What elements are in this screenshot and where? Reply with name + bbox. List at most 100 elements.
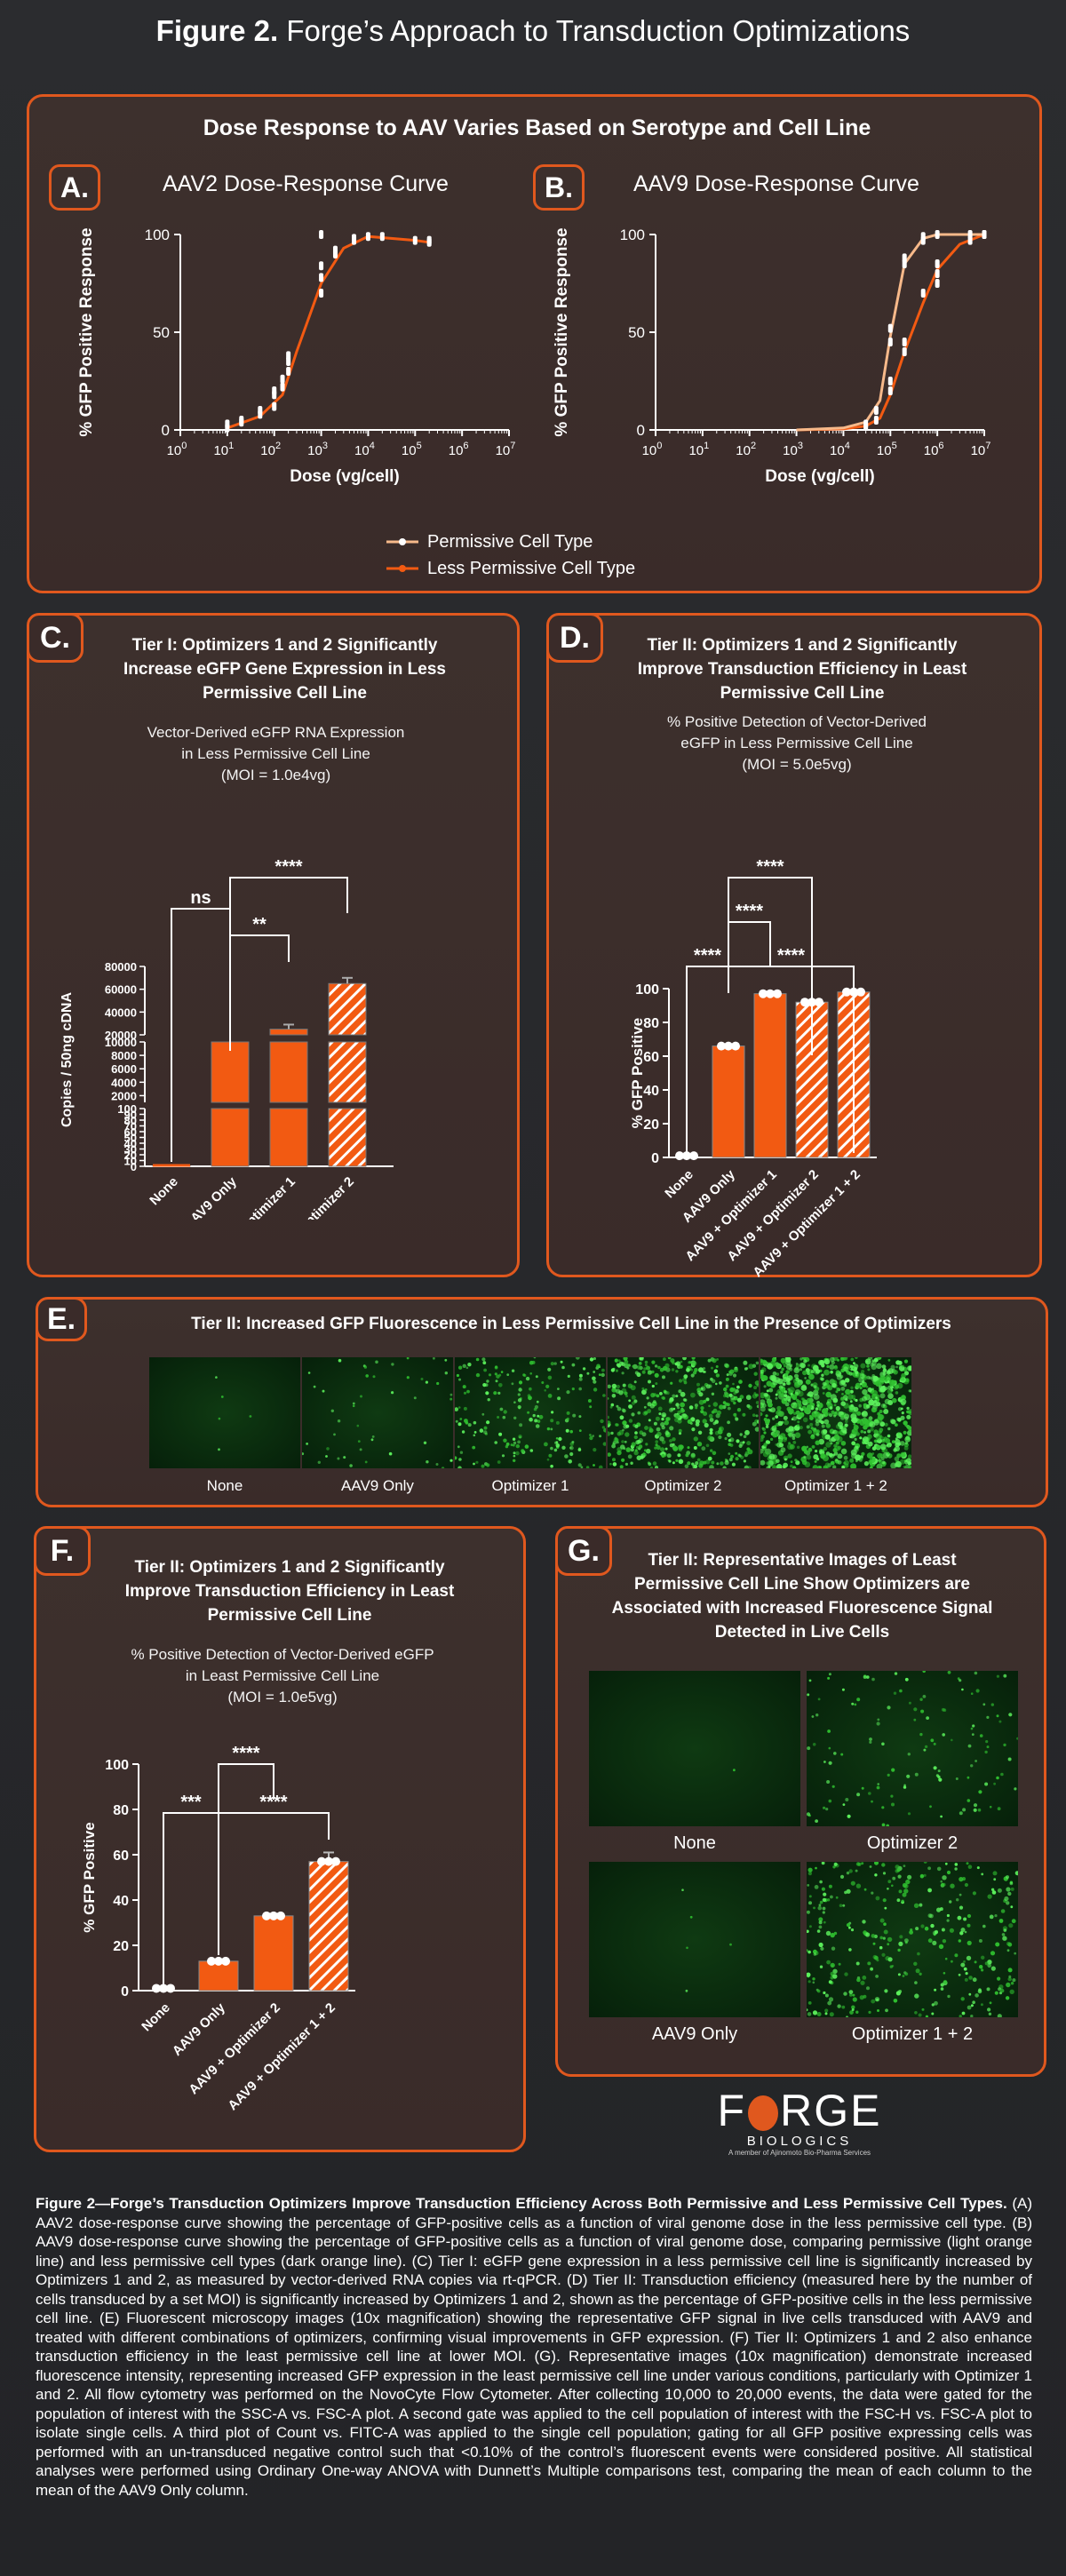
gfp-cell — [767, 1460, 774, 1467]
gfp-cell — [835, 1405, 840, 1411]
gfp-cell — [557, 1396, 561, 1401]
gfp-cell — [752, 1413, 756, 1417]
gfp-cell — [785, 1380, 791, 1386]
gfp-cell — [672, 1445, 679, 1451]
gfp-cell — [646, 1396, 649, 1400]
gfp-cell — [942, 1939, 947, 1944]
gfp-cell — [1006, 1875, 1009, 1880]
gfp-cell — [967, 1744, 972, 1748]
gfp-cell — [887, 1888, 889, 1890]
gfp-cell — [776, 1372, 780, 1376]
gfp-cell — [589, 1405, 593, 1409]
x-tick-label: 105 — [402, 441, 422, 458]
gfp-cell — [524, 1444, 529, 1449]
gfp-cell — [850, 1463, 857, 1468]
gfp-cell — [510, 1443, 513, 1447]
gfp-cell — [940, 1987, 944, 1991]
gfp-cell — [862, 1395, 868, 1402]
data-point-less-permissive — [887, 377, 893, 386]
gfp-cell — [807, 1972, 811, 1977]
gfp-cell — [871, 1677, 875, 1682]
gfp-cell — [819, 1880, 823, 1884]
gfp-cell — [866, 1403, 871, 1409]
gfp-cell — [719, 1381, 722, 1385]
gfp-cell — [967, 1864, 973, 1869]
y-tick-label: 20 — [113, 1939, 129, 1954]
y-tick-label: 80 — [124, 1114, 137, 1127]
gfp-cell — [831, 1946, 836, 1951]
gfp-cell — [612, 1458, 616, 1462]
gfp-cell — [979, 1965, 983, 1969]
x-tick-label: 103 — [783, 441, 803, 458]
data-point — [675, 1151, 684, 1161]
gfp-cell — [1011, 1919, 1016, 1924]
gfp-cell — [895, 1391, 899, 1395]
gfp-cell — [903, 1883, 909, 1888]
gfp-cell — [875, 1435, 882, 1441]
gfp-cell — [553, 1362, 557, 1365]
gfp-cell — [907, 1425, 911, 1430]
gfp-cell — [550, 1464, 553, 1468]
gfp-cell — [853, 1422, 856, 1426]
gfp-cell — [746, 1447, 751, 1451]
gfp-cell — [877, 1411, 881, 1416]
gfp-cell — [688, 1405, 694, 1410]
gfp-cell — [764, 1393, 769, 1397]
logo-o-icon — [748, 2095, 779, 2131]
gfp-cell — [981, 1968, 984, 1972]
panel-c-subtitle: Vector-Derived eGFP RNA Expression in Le… — [147, 724, 405, 783]
gfp-cell — [678, 1428, 682, 1433]
gfp-cell — [907, 1454, 911, 1459]
gfp-cell — [828, 1746, 831, 1750]
gfp-cell — [789, 1367, 793, 1371]
data-point-permissive — [920, 232, 926, 242]
gfp-cell — [589, 1435, 593, 1441]
gfp-cell — [970, 1727, 974, 1730]
y-tick-label: 0 — [637, 422, 645, 439]
gfp-cell — [602, 1442, 606, 1446]
gfp-cell — [824, 1434, 831, 1440]
gfp-cell — [1014, 1871, 1018, 1876]
x-axis-label: Dose (vg/cell) — [290, 467, 400, 486]
gfp-cell — [924, 1926, 929, 1931]
gfp-cell — [925, 2015, 928, 2017]
y-tick-label: 50 — [628, 324, 645, 341]
micro-image-g-0 — [589, 1671, 800, 1826]
gfp-cell — [885, 1374, 892, 1381]
gfp-cell — [671, 1368, 675, 1371]
gfp-cell — [904, 1423, 908, 1427]
gfp-cell — [500, 1371, 504, 1373]
gfp-cell — [972, 1977, 977, 1983]
gfp-cell — [593, 1371, 596, 1373]
gfp-cell — [696, 1390, 701, 1395]
gfp-cell — [860, 1429, 864, 1434]
gfp-cell — [823, 1806, 826, 1809]
gfp-cell — [766, 1380, 773, 1387]
gfp-cell — [812, 1743, 816, 1746]
gfp-cell — [922, 1671, 926, 1674]
gfp-cell — [907, 1874, 912, 1880]
gfp-cell — [746, 1403, 751, 1408]
panel-b-title: AAV9 Dose-Response Curve — [633, 171, 919, 196]
gfp-cell — [828, 1980, 832, 1984]
gfp-cell — [914, 2011, 918, 2015]
gfp-cell — [821, 1862, 825, 1865]
gfp-cell — [684, 1398, 688, 1402]
gfp-cell — [413, 1396, 417, 1400]
gfp-cell — [819, 1965, 823, 1968]
gfp-cell — [218, 1448, 220, 1451]
gfp-cell — [662, 1365, 668, 1371]
data-point — [682, 1151, 691, 1161]
gfp-cell — [767, 1400, 770, 1404]
gfp-cell — [449, 1459, 453, 1462]
gfp-cell — [711, 1366, 713, 1370]
gfp-cell — [862, 1380, 865, 1384]
gfp-cell — [780, 1447, 786, 1453]
gfp-cell — [770, 1437, 774, 1441]
gfp-cell — [643, 1449, 647, 1452]
micro-image-g-2 — [589, 1862, 800, 2017]
gfp-cell — [337, 1419, 341, 1423]
gfp-cell — [790, 1460, 793, 1464]
gfp-cell — [987, 2008, 991, 2012]
gfp-cell — [709, 1465, 714, 1468]
